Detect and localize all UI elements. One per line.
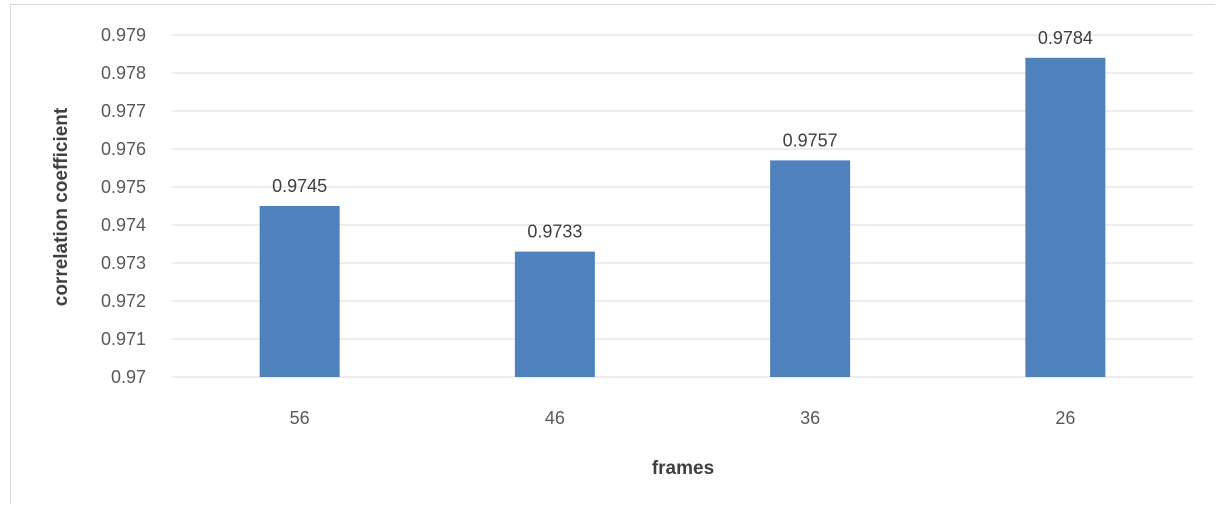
x-axis-title: frames [652, 458, 714, 479]
gridlines [172, 34, 1193, 378]
data-label: 0.9745 [272, 176, 327, 196]
data-labels: 0.9745 0.9733 0.9757 0.9784 [272, 28, 1093, 242]
bar-26 [1025, 57, 1106, 378]
y-tick-label: 0.976 [101, 139, 146, 159]
x-tick-label: 26 [1055, 408, 1075, 428]
y-tick-label: 0.97 [111, 367, 146, 387]
data-label: 0.9784 [1038, 28, 1093, 48]
bar-36 [770, 160, 851, 377]
y-tick-label: 0.973 [101, 253, 146, 273]
y-tick-label: 0.972 [101, 291, 146, 311]
chart-frame [10, 4, 1215, 504]
y-tick-label: 0.975 [101, 177, 146, 197]
data-label: 0.9757 [783, 130, 838, 150]
x-tick-label: 36 [800, 408, 820, 428]
bars [259, 57, 1106, 378]
x-tick-label: 46 [545, 408, 565, 428]
x-tick-label: 56 [290, 408, 310, 428]
bar-46 [514, 251, 595, 377]
y-tick-label: 0.977 [101, 101, 146, 121]
bar-56 [259, 206, 340, 377]
y-tick-label: 0.978 [101, 63, 146, 83]
y-tick-label: 0.971 [101, 329, 146, 349]
y-axis-ticks: 0.97 0.971 0.972 0.973 0.974 0.975 0.976 0.977 0… [101, 25, 146, 387]
data-label: 0.9733 [527, 222, 582, 242]
y-axis-title: correlation coefficient [51, 107, 72, 306]
y-tick-label: 0.979 [101, 25, 146, 45]
y-tick-label: 0.974 [101, 215, 146, 235]
x-axis-ticks: 56 46 36 26 [290, 408, 1076, 428]
